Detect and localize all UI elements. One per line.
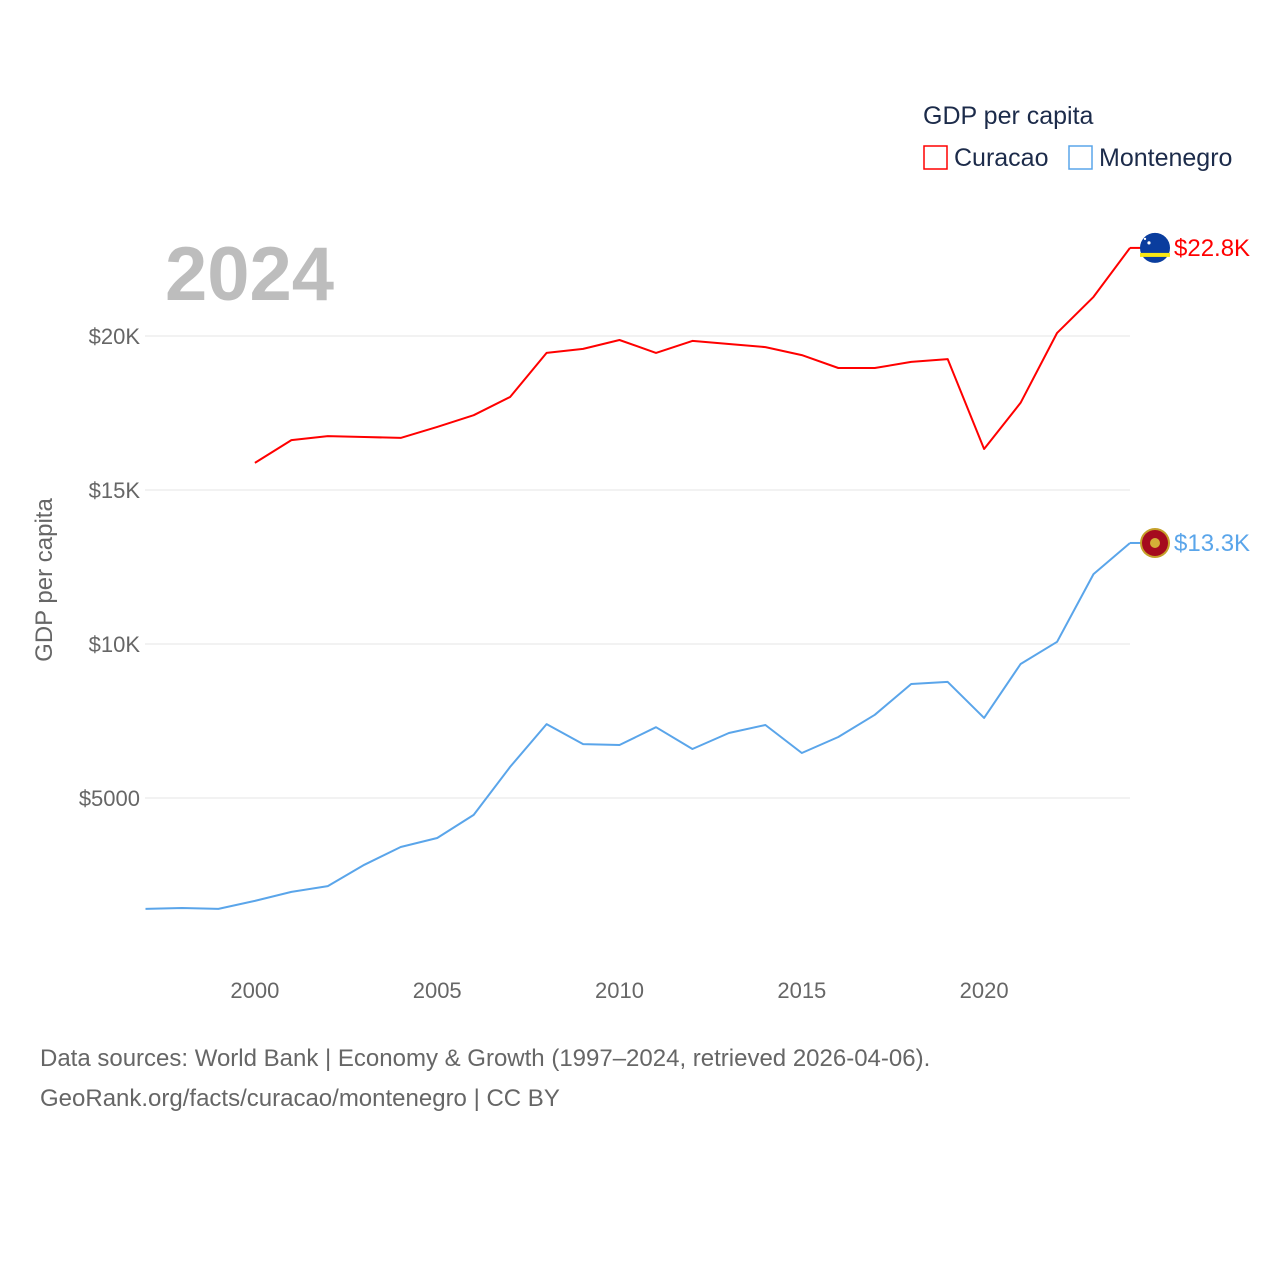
end-value-label: $13.3K <box>1174 530 1250 557</box>
data-point <box>1054 330 1060 336</box>
data-point <box>1054 639 1060 645</box>
data-point <box>1018 400 1024 406</box>
data-point <box>544 721 550 727</box>
data-point <box>762 722 768 728</box>
flag-star <box>1143 237 1147 241</box>
data-point <box>726 730 732 736</box>
x-tick-label: 2020 <box>960 978 1009 1003</box>
data-point <box>872 365 878 371</box>
x-tick-label: 2000 <box>230 978 279 1003</box>
data-point <box>507 764 513 770</box>
legend-title: GDP per capita <box>923 102 1094 130</box>
data-point <box>908 681 914 687</box>
data-point <box>215 906 221 912</box>
data-point <box>580 346 586 352</box>
data-point <box>835 365 841 371</box>
data-point <box>179 905 185 911</box>
series-lines <box>143 247 1131 912</box>
y-tick-label: $10K <box>89 632 141 657</box>
data-point <box>288 889 294 895</box>
series-line-montenegro <box>145 542 1131 910</box>
data-point <box>325 433 331 439</box>
data-point <box>653 350 659 356</box>
end-value-label: $22.8K <box>1174 235 1250 262</box>
x-axis-ticks: 2000 2005 2010 2015 2020 <box>230 978 1008 1003</box>
y-tick-label: $15K <box>89 478 141 503</box>
data-point <box>872 712 878 718</box>
y-tick-label: $20K <box>89 324 141 349</box>
data-point <box>726 341 732 347</box>
data-point <box>580 741 586 747</box>
data-point <box>908 359 914 365</box>
data-point <box>945 679 951 685</box>
data-point <box>325 883 331 889</box>
x-tick-label: 2015 <box>777 978 826 1003</box>
data-point <box>143 906 149 912</box>
data-point <box>398 844 404 850</box>
data-point <box>471 412 477 418</box>
data-point <box>799 750 805 756</box>
data-point <box>252 460 258 466</box>
y-axis-ticks: $5000 $10K $15K $20K <box>79 324 141 811</box>
data-point <box>981 715 987 721</box>
x-tick-label: 2005 <box>413 978 462 1003</box>
flag-emblem <box>1150 537 1160 548</box>
curacao-flag-icon <box>1140 232 1170 263</box>
year-label: 2024 <box>165 232 334 317</box>
data-point <box>434 835 440 841</box>
flag-field <box>1140 232 1170 263</box>
data-point <box>398 435 404 441</box>
data-point <box>617 742 623 748</box>
data-point <box>799 352 805 358</box>
y-axis-label: GDP per capita <box>31 498 58 662</box>
data-point <box>617 337 623 343</box>
data-point <box>981 446 987 452</box>
series-line-curacao <box>254 247 1131 464</box>
legend: GDP per capita Curacao Montenegro <box>923 102 1232 172</box>
data-point <box>288 437 294 443</box>
legend-swatch-curacao <box>923 145 948 170</box>
data-point <box>361 862 367 868</box>
y-tick-label: $5000 <box>79 786 140 811</box>
data-point <box>544 350 550 356</box>
legend-label-montenegro[interactable]: Montenegro <box>1099 144 1232 172</box>
data-point <box>945 356 951 362</box>
x-tick-label: 2010 <box>595 978 644 1003</box>
data-point <box>471 812 477 818</box>
data-point <box>653 724 659 730</box>
data-point <box>361 434 367 440</box>
data-point <box>1091 571 1097 577</box>
data-point <box>762 344 768 350</box>
data-point <box>1091 294 1097 300</box>
legend-swatch-montenegro <box>1068 145 1093 170</box>
flag-star <box>1147 241 1151 245</box>
data-point <box>507 394 513 400</box>
series-end-markers: $22.8K $13.3K <box>1130 232 1250 558</box>
data-point <box>1018 661 1024 667</box>
flag-stripe <box>1140 252 1170 257</box>
data-point <box>689 746 695 752</box>
source-line: Data sources: World Bank | Economy & Gro… <box>40 1045 931 1072</box>
legend-label-curacao[interactable]: Curacao <box>954 144 1049 172</box>
data-point <box>689 338 695 344</box>
data-point <box>835 734 841 740</box>
data-point <box>434 424 440 430</box>
source-url: GeoRank.org/facts/curacao/montenegro | C… <box>40 1085 560 1112</box>
grid-lines <box>145 335 1130 799</box>
montenegro-flag-icon <box>1140 527 1170 558</box>
data-point <box>252 898 258 904</box>
